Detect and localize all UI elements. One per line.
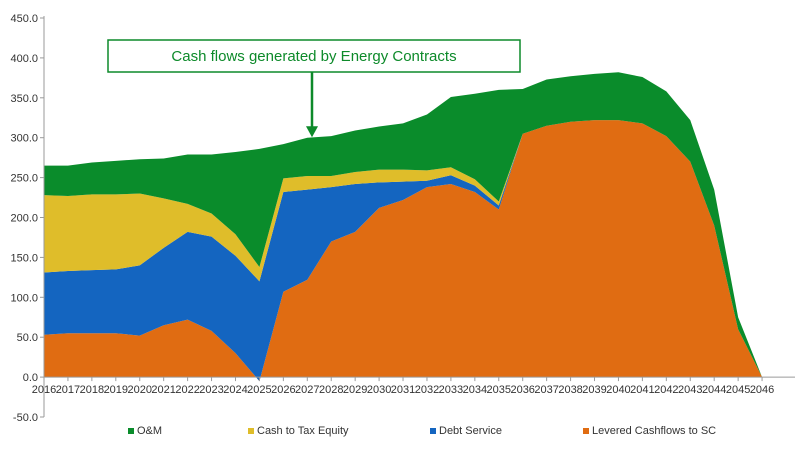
y-tick-label: 250.0 bbox=[10, 173, 38, 185]
y-tick-label: 200.0 bbox=[10, 213, 38, 225]
x-tick-label: 2035 bbox=[487, 384, 511, 396]
y-tick-label: 300.0 bbox=[10, 133, 38, 145]
annotation-box bbox=[107, 39, 521, 73]
axes bbox=[43, 16, 795, 417]
y-tick-label: -50.0 bbox=[13, 412, 38, 424]
legend-swatch bbox=[248, 428, 254, 434]
x-tick-label: 2017 bbox=[56, 384, 80, 396]
x-tick-label: 2036 bbox=[510, 384, 534, 396]
x-tick-label: 2031 bbox=[391, 384, 415, 396]
legend-item-label: Debt Service bbox=[439, 425, 502, 437]
x-tick-label: 2018 bbox=[80, 384, 104, 396]
x-tick-label: 2023 bbox=[199, 384, 223, 396]
area-series-1 bbox=[44, 120, 763, 382]
annotation-callout: Cash flows generated by Energy Contracts bbox=[107, 39, 521, 138]
y-tick-label: 350.0 bbox=[10, 93, 38, 105]
x-tick-label: 2032 bbox=[415, 384, 439, 396]
x-tick-label: 2043 bbox=[678, 384, 702, 396]
y-tick-label: 150.0 bbox=[10, 252, 38, 264]
x-tick-label: 2020 bbox=[127, 384, 151, 396]
x-tick-label: 2046 bbox=[750, 384, 774, 396]
series-areas bbox=[44, 72, 763, 382]
legend: O&M Cash to Tax Equity Debt Service Levered… bbox=[128, 425, 716, 437]
y-axis-ticks: -50.0 0.0 50.0 100.0 150.0 200.0 250.0 300.0 350… bbox=[10, 13, 44, 424]
x-tick-label: 2027 bbox=[295, 384, 319, 396]
x-tick-label: 2022 bbox=[175, 384, 199, 396]
x-tick-label: 2042 bbox=[654, 384, 678, 396]
x-tick-label: 2038 bbox=[558, 384, 582, 396]
area-series-0 bbox=[44, 120, 763, 382]
legend-item-label: O&M bbox=[137, 425, 162, 437]
legend-swatch bbox=[583, 428, 589, 434]
y-tick-label: 450.0 bbox=[10, 13, 38, 25]
y-tick-label: 0.0 bbox=[23, 372, 38, 384]
x-tick-label: 2028 bbox=[319, 384, 343, 396]
x-tick-label: 2044 bbox=[702, 384, 726, 396]
legend-swatch bbox=[430, 428, 436, 434]
x-tick-label: 2016 bbox=[32, 384, 56, 396]
legend-item-label: Cash to Tax Equity bbox=[257, 425, 349, 437]
annotation-arrow-head bbox=[306, 126, 318, 138]
x-tick-label: 2026 bbox=[271, 384, 295, 396]
y-tick-label: 100.0 bbox=[10, 292, 38, 304]
x-tick-label: 2040 bbox=[606, 384, 630, 396]
x-tick-label: 2033 bbox=[439, 384, 463, 396]
x-tick-label: 2024 bbox=[223, 384, 247, 396]
y-tick-label: 50.0 bbox=[17, 332, 38, 344]
x-tick-label: 2034 bbox=[463, 384, 487, 396]
x-tick-label: 2019 bbox=[104, 384, 128, 396]
x-tick-label: 2021 bbox=[151, 384, 175, 396]
x-tick-label: 2045 bbox=[726, 384, 750, 396]
x-axis-ticks: 2016 2017 2018 2019 2020 2021 2022 2023 2024 2025… bbox=[32, 377, 774, 396]
area-series-3 bbox=[44, 72, 763, 378]
y-tick-label: 400.0 bbox=[10, 53, 38, 65]
x-tick-label: 2025 bbox=[247, 384, 271, 396]
annotation-text: Cash flows generated by Energy Contracts bbox=[171, 48, 456, 65]
x-tick-label: 2037 bbox=[534, 384, 558, 396]
area-series-2 bbox=[44, 120, 763, 378]
x-tick-label: 2041 bbox=[630, 384, 654, 396]
legend-swatch bbox=[128, 428, 134, 434]
x-tick-label: 2039 bbox=[582, 384, 606, 396]
x-tick-label: 2029 bbox=[343, 384, 367, 396]
x-tick-label: 2030 bbox=[367, 384, 391, 396]
legend-item-label: Levered Cashflows to SC bbox=[592, 425, 716, 437]
